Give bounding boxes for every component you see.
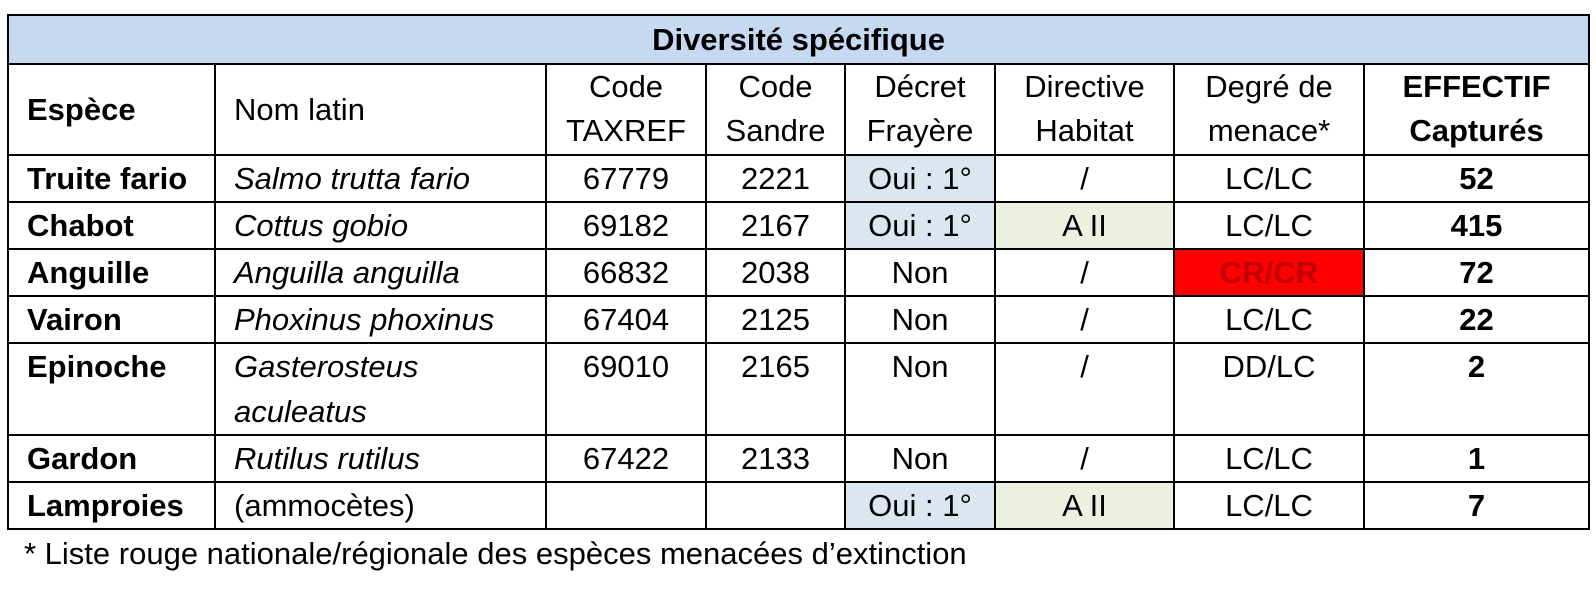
table-row-truite-fario: Truite fario Salmo trutta fario 67779 22…	[7, 154, 1591, 203]
cell-effectif: 52	[1362, 154, 1591, 203]
cell-code-sandre: 2125	[705, 295, 846, 344]
table-row-anguille: Anguille Anguilla anguilla 66832 2038 No…	[7, 248, 1591, 297]
cell-nom-latin: Salmo trutta fario	[214, 154, 547, 203]
header-decret-frayere-line1: Décret	[874, 69, 966, 104]
cell-directive-habitat: /	[994, 154, 1175, 203]
cell-effectif: 415	[1362, 201, 1591, 250]
table-header-row: Espèce Nom latin Code TAXREF Code Sandre D…	[7, 63, 1591, 156]
cell-code-sandre: 2133	[705, 434, 846, 483]
header-code-taxref: Code TAXREF	[545, 63, 707, 156]
cell-decret-frayere: Non	[844, 295, 996, 344]
cell-nom-latin: Cottus gobio	[214, 201, 547, 250]
table-title: Diversité spécifique	[6, 14, 1591, 65]
cell-espece: Gardon	[7, 434, 216, 483]
header-degre-menace: Degré de menace*	[1173, 63, 1365, 156]
header-decret-frayere-line2: Frayère	[866, 113, 974, 148]
header-decret-frayere: Décret Frayère	[844, 63, 996, 156]
cell-effectif: 22	[1362, 295, 1591, 344]
cell-code-sandre: 2221	[705, 154, 846, 203]
cell-degre-menace: DD/LC	[1173, 342, 1365, 436]
cell-decret-frayere: Oui : 1°	[844, 154, 996, 203]
cell-code-taxref	[545, 481, 707, 530]
species-table-container: Diversité spécifique Espèce Nom latin Co…	[6, 14, 1591, 530]
cell-espece: Truite fario	[7, 154, 216, 203]
header-code-sandre-line1: Code	[738, 69, 813, 104]
table-row-lamproies: Lamproies (ammocètes) Oui : 1° A II LC/L…	[7, 481, 1591, 530]
cell-decret-frayere: Non	[844, 248, 996, 297]
cell-directive-habitat: /	[994, 295, 1175, 344]
cell-code-sandre: 2165	[705, 342, 846, 436]
footnote: * Liste rouge nationale/régionale des es…	[24, 536, 967, 571]
cell-code-taxref: 67422	[545, 434, 707, 483]
cell-effectif: 7	[1362, 481, 1591, 530]
header-effectif-captures-line2: Capturés	[1409, 113, 1544, 148]
cell-code-sandre: 2167	[705, 201, 846, 250]
cell-espece: Epinoche	[7, 342, 216, 436]
cell-code-taxref: 69010	[545, 342, 707, 436]
cell-nom-latin-line1: Gasterosteus	[234, 349, 419, 384]
cell-nom-latin: Gasterosteus aculeatus	[214, 342, 547, 436]
table-row-gardon: Gardon Rutilus rutilus 67422 2133 Non / …	[7, 434, 1591, 483]
cell-decret-frayere: Oui : 1°	[844, 481, 996, 530]
header-code-taxref-line2: TAXREF	[566, 113, 686, 148]
header-effectif-captures: EFFECTIF Capturés	[1362, 63, 1591, 156]
cell-nom-latin: Rutilus rutilus	[214, 434, 547, 483]
table-row-chabot: Chabot Cottus gobio 69182 2167 Oui : 1° …	[7, 201, 1591, 250]
header-nom-latin: Nom latin	[214, 63, 547, 156]
cell-code-taxref: 67404	[545, 295, 707, 344]
cell-decret-frayere: Oui : 1°	[844, 201, 996, 250]
header-code-sandre-line2: Sandre	[725, 113, 826, 148]
cell-nom-latin-line2: aculeatus	[234, 394, 367, 429]
cell-effectif: 1	[1362, 434, 1591, 483]
cell-espece: Lamproies	[7, 481, 216, 530]
cell-effectif: 72	[1362, 248, 1591, 297]
cell-nom-latin: Phoxinus phoxinus	[214, 295, 547, 344]
header-code-taxref-line1: Code	[588, 69, 664, 104]
cell-espece: Chabot	[7, 201, 216, 250]
cell-code-taxref: 66832	[545, 248, 707, 297]
cell-espece: Anguille	[7, 248, 216, 297]
cell-directive-habitat: A II	[994, 201, 1175, 250]
cell-degre-menace: LC/LC	[1173, 154, 1365, 203]
cell-directive-habitat: A II	[994, 481, 1175, 530]
table-row-epinoche: Epinoche Gasterosteus aculeatus 69010 216…	[7, 342, 1591, 436]
cell-code-taxref: 67779	[545, 154, 707, 203]
cell-degre-menace: LC/LC	[1173, 481, 1365, 530]
header-espece: Espèce	[7, 63, 216, 156]
cell-code-taxref: 69182	[545, 201, 707, 250]
table-title-row: Diversité spécifique	[6, 14, 1591, 65]
cell-directive-habitat: /	[994, 342, 1175, 436]
species-diversity-table: Diversité spécifique Espèce Nom latin Co…	[6, 14, 1591, 530]
cell-effectif: 2	[1362, 342, 1591, 436]
cell-espece: Vairon	[7, 295, 216, 344]
cell-directive-habitat: /	[994, 434, 1175, 483]
header-degre-menace-line1: Degré de	[1205, 69, 1333, 104]
cell-directive-habitat: /	[994, 248, 1175, 297]
header-degre-menace-line2: menace*	[1207, 113, 1331, 148]
cell-code-sandre	[705, 481, 846, 530]
cell-nom-latin: (ammocètes)	[214, 481, 547, 530]
header-directive-habitat-line2: Habitat	[1035, 113, 1134, 148]
cell-degre-menace: LC/LC	[1173, 295, 1365, 344]
cell-decret-frayere: Non	[844, 342, 996, 436]
cell-degre-menace-critical: CR/CR	[1173, 248, 1365, 297]
header-effectif-captures-line1: EFFECTIF	[1402, 69, 1551, 104]
cell-code-sandre: 2038	[705, 248, 846, 297]
cell-nom-latin: Anguilla anguilla	[214, 248, 547, 297]
cell-degre-menace: LC/LC	[1173, 434, 1365, 483]
cell-decret-frayere: Non	[844, 434, 996, 483]
cell-degre-menace: LC/LC	[1173, 201, 1365, 250]
table-row-vairon: Vairon Phoxinus phoxinus 67404 2125 Non …	[7, 295, 1591, 344]
header-directive-habitat-line1: Directive	[1024, 69, 1145, 104]
header-code-sandre: Code Sandre	[705, 63, 846, 156]
header-directive-habitat: Directive Habitat	[994, 63, 1175, 156]
